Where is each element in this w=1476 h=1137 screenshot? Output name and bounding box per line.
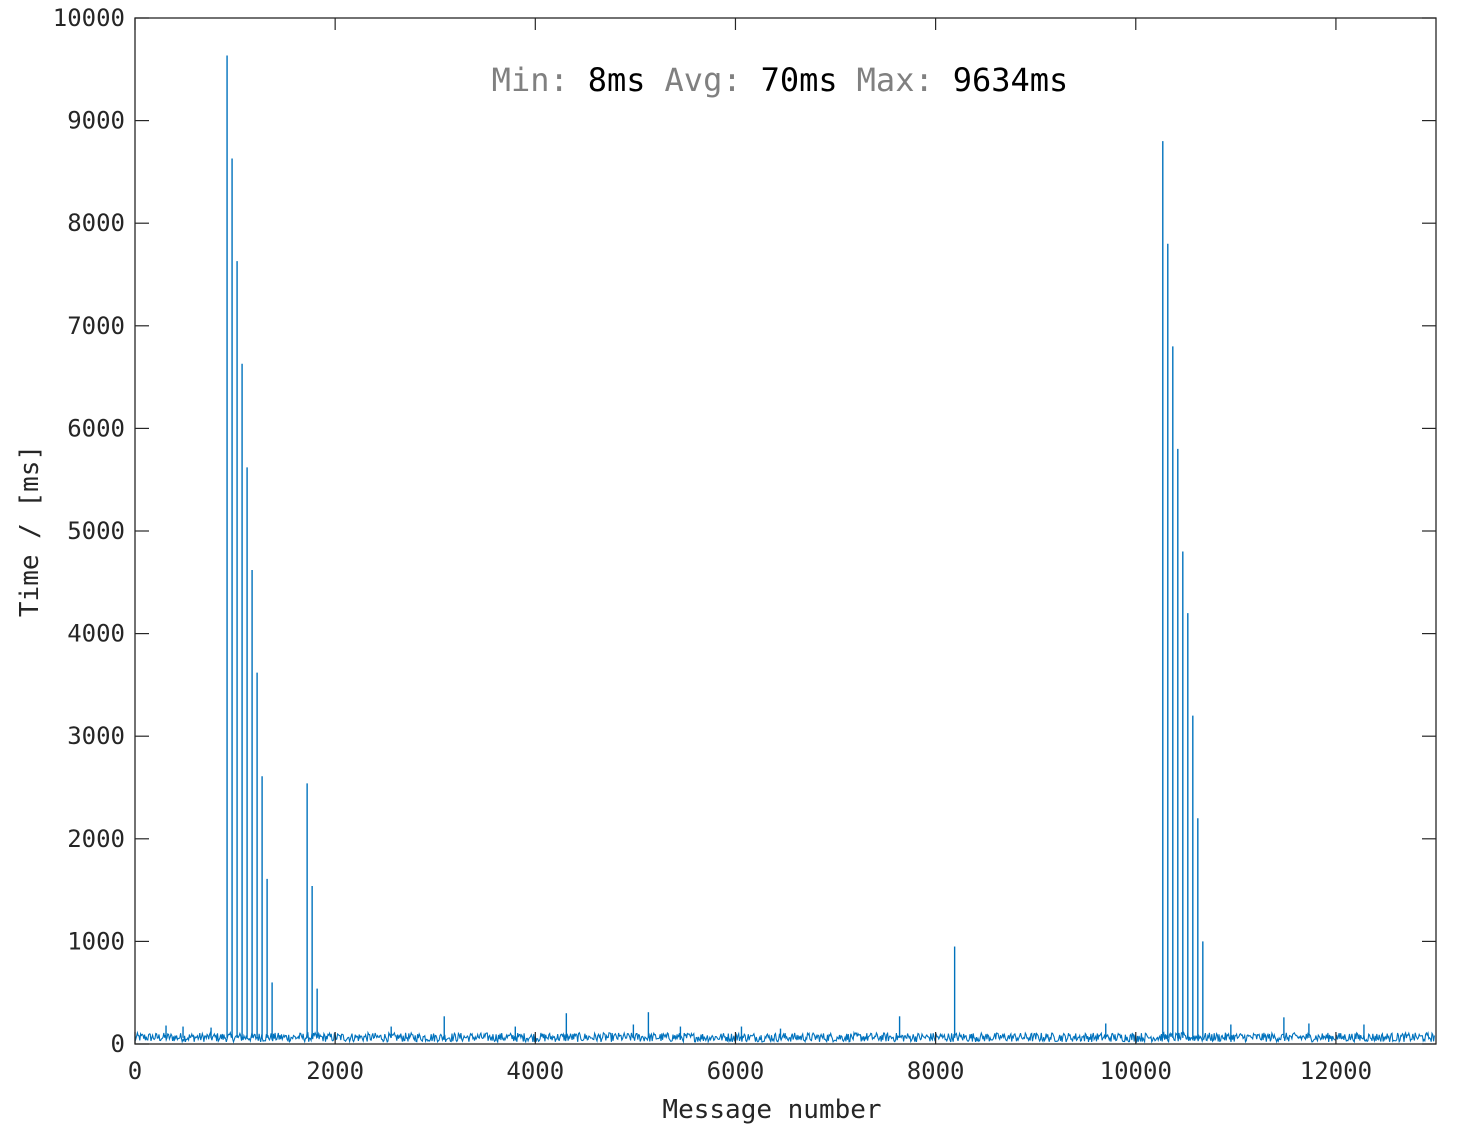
data-layer	[134, 55, 1435, 1044]
y-tick-label: 4000	[67, 620, 125, 648]
y-tick-label: 8000	[67, 209, 125, 237]
series-line	[134, 1030, 1435, 1044]
y-tick-label: 10000	[53, 4, 125, 32]
avg-value: 70ms	[761, 61, 838, 99]
y-axis: 0 1000 2000 3000 4000 5000 6000 7000 8000 9000 100…	[53, 4, 1436, 1058]
x-tick-label: 8000	[907, 1057, 965, 1085]
stats-annotation: Min: 8ms Avg: 70ms Max: 9634ms	[492, 61, 1069, 99]
y-tick-label: 9000	[67, 107, 125, 135]
y-tick-label: 7000	[67, 312, 125, 340]
y-tick-label: 3000	[67, 722, 125, 750]
avg-label: Avg:	[665, 61, 742, 99]
max-value: 9634ms	[953, 61, 1069, 99]
min-value: 8ms	[588, 61, 646, 99]
plot-area	[135, 18, 1436, 1044]
x-axis-label: Message number	[662, 1095, 881, 1125]
y-tick-label: 6000	[67, 414, 125, 442]
x-tick-label: 12000	[1300, 1057, 1372, 1085]
y-tick-label: 1000	[67, 927, 125, 955]
x-tick-label: 2000	[306, 1057, 364, 1085]
y-axis-label: Time / [ms]	[15, 445, 45, 617]
y-tick-label: 0	[111, 1030, 125, 1058]
x-tick-label: 6000	[707, 1057, 765, 1085]
max-label: Max:	[857, 61, 934, 99]
y-tick-label: 5000	[67, 517, 125, 545]
min-label: Min:	[492, 61, 569, 99]
x-tick-label: 0	[128, 1057, 142, 1085]
x-tick-label: 4000	[506, 1057, 564, 1085]
x-axis: 0 2000 4000 6000 8000 10000 12000	[128, 18, 1372, 1085]
x-tick-label: 10000	[1100, 1057, 1172, 1085]
y-tick-label: 2000	[67, 825, 125, 853]
